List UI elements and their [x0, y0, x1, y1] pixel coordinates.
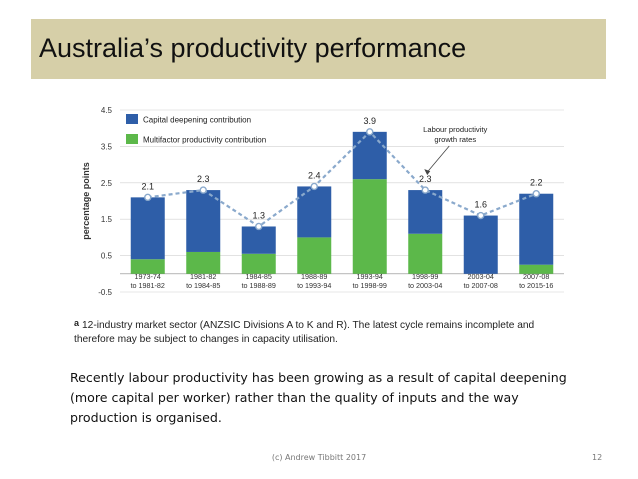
line-point	[199, 186, 207, 194]
annotation-arrowhead	[424, 169, 431, 176]
y-tick-label: 1.5	[101, 215, 113, 224]
x-tick-label: to 1993-94	[297, 281, 331, 290]
x-tick-label: 2003-04	[468, 272, 494, 281]
x-tick-label: to 2015-16	[519, 281, 553, 290]
x-tick-label: to 1998-99	[353, 281, 387, 290]
chart-legend: Capital deepening contribution Multifacto…	[126, 114, 266, 145]
bar-multifactor	[130, 259, 165, 274]
y-tick-label: 2.5	[101, 179, 113, 188]
bar-multifactor	[519, 264, 554, 274]
x-tick-label: to 2007-08	[464, 281, 498, 290]
data-label: 2.3	[197, 174, 210, 184]
data-label: 2.4	[308, 170, 321, 180]
x-tick-label: 1988-89	[301, 272, 327, 281]
bar-capital-deepening	[241, 226, 276, 254]
bar-capital-deepening	[352, 131, 387, 180]
bar-capital-deepening	[186, 190, 221, 252]
data-label: 2.1	[141, 181, 154, 191]
annotation-arrow	[426, 145, 450, 173]
legend-label: Multifactor productivity contribution	[143, 136, 266, 145]
chart-footnote: a 12-industry market sector (ANZSIC Divis…	[74, 318, 574, 347]
x-tick-label: to 2003-04	[408, 281, 442, 290]
data-label: 1.6	[474, 200, 487, 210]
bar-multifactor	[241, 253, 276, 274]
chart-bars	[130, 131, 554, 274]
data-label: 2.2	[530, 178, 543, 188]
x-tick-label: to 1984-85	[186, 281, 220, 290]
line-point	[421, 186, 429, 194]
line-point	[255, 222, 263, 231]
bar-capital-deepening	[130, 197, 165, 260]
bar-multifactor	[186, 251, 221, 274]
line-annotation: Labour productivity	[423, 125, 487, 134]
x-tick-label: 2007-08	[523, 272, 549, 281]
x-tick-label: 1984-85	[246, 272, 272, 281]
bar-capital-deepening	[463, 215, 498, 274]
page-number: 12	[592, 453, 603, 462]
line-point	[477, 211, 485, 220]
x-tick-label: 1973-74	[135, 272, 161, 281]
legend-label: Capital deepening contribution	[143, 116, 251, 125]
x-tick-label: 1998-99	[412, 272, 438, 281]
chart-y-axis: -0.5 0.5 1.5 2.5 3.5 4.5 percentage points	[81, 106, 113, 297]
line-point	[366, 128, 374, 136]
line-annotation: growth rates	[434, 135, 476, 144]
x-tick-label: 1981-82	[190, 272, 216, 281]
series-line-labour-productivity	[147, 130, 537, 228]
legend-swatch	[126, 114, 138, 124]
body-paragraph: Recently labour productivity has been gr…	[70, 370, 567, 425]
y-tick-label: 0.5	[101, 252, 113, 261]
line-point	[310, 182, 318, 191]
line-point	[144, 193, 152, 202]
footnote-text: 12-industry market sector (ANZSIC Divisi…	[74, 320, 535, 345]
bar-multifactor	[408, 233, 443, 274]
chart-line: 2.1 2.3 1.3 2.4 3.9 2.3 1.6 2.2 Labour productiv…	[141, 116, 543, 231]
slide-title: Australia’s productivity performance	[39, 33, 467, 63]
data-label: 3.9	[363, 116, 376, 126]
y-tick-label: 3.5	[101, 142, 113, 151]
bar-capital-deepening	[519, 193, 554, 265]
data-label: 2.3	[419, 174, 432, 184]
footnote-marker: a	[74, 318, 80, 328]
y-tick-label: -0.5	[98, 288, 112, 297]
bar-multifactor	[297, 237, 332, 274]
bar-capital-deepening	[408, 190, 443, 234]
data-label: 1.3	[252, 210, 265, 220]
title-band: Australia’s productivity performance	[31, 19, 606, 79]
footer-credit: (c) Andrew Tibbitt 2017	[271, 453, 367, 462]
legend-swatch	[126, 134, 138, 144]
y-axis-label: percentage points	[81, 162, 91, 240]
x-tick-label: to 1981-82	[131, 281, 165, 290]
x-tick-label: to 1988-89	[242, 281, 276, 290]
productivity-chart: 2.1 2.3 1.3 2.4 3.9 2.3 1.6 2.2 Labour productiv…	[81, 106, 564, 297]
bar-multifactor	[352, 179, 387, 274]
line-point	[532, 190, 540, 198]
y-tick-label: 4.5	[101, 106, 113, 115]
x-tick-label: 1993-94	[357, 272, 383, 281]
